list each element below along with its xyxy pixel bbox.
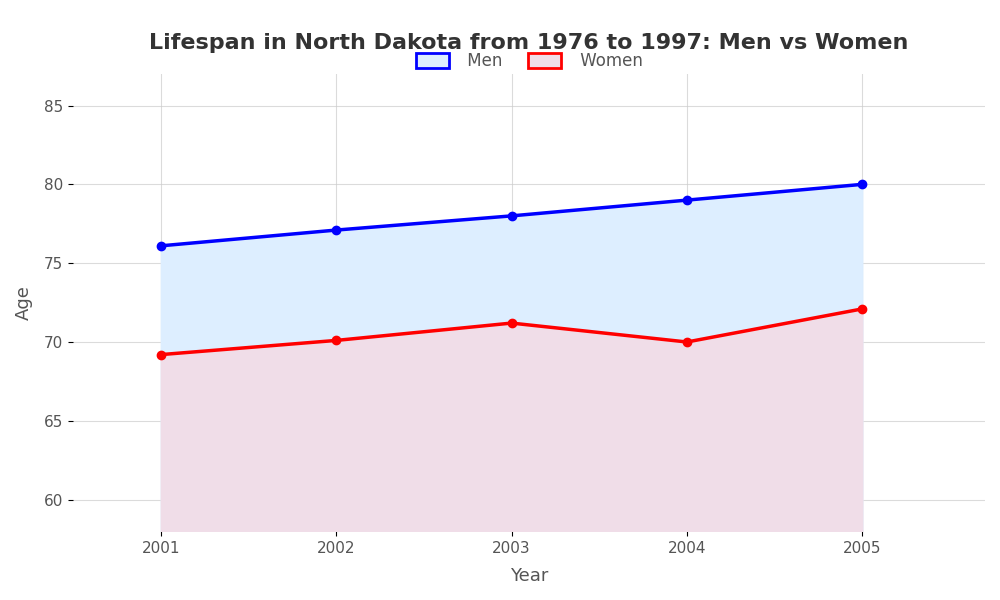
Y-axis label: Age: Age	[15, 285, 33, 320]
Legend:  Men,  Women: Men, Women	[409, 46, 649, 77]
X-axis label: Year: Year	[510, 567, 548, 585]
Title: Lifespan in North Dakota from 1976 to 1997: Men vs Women: Lifespan in North Dakota from 1976 to 19…	[149, 33, 909, 53]
